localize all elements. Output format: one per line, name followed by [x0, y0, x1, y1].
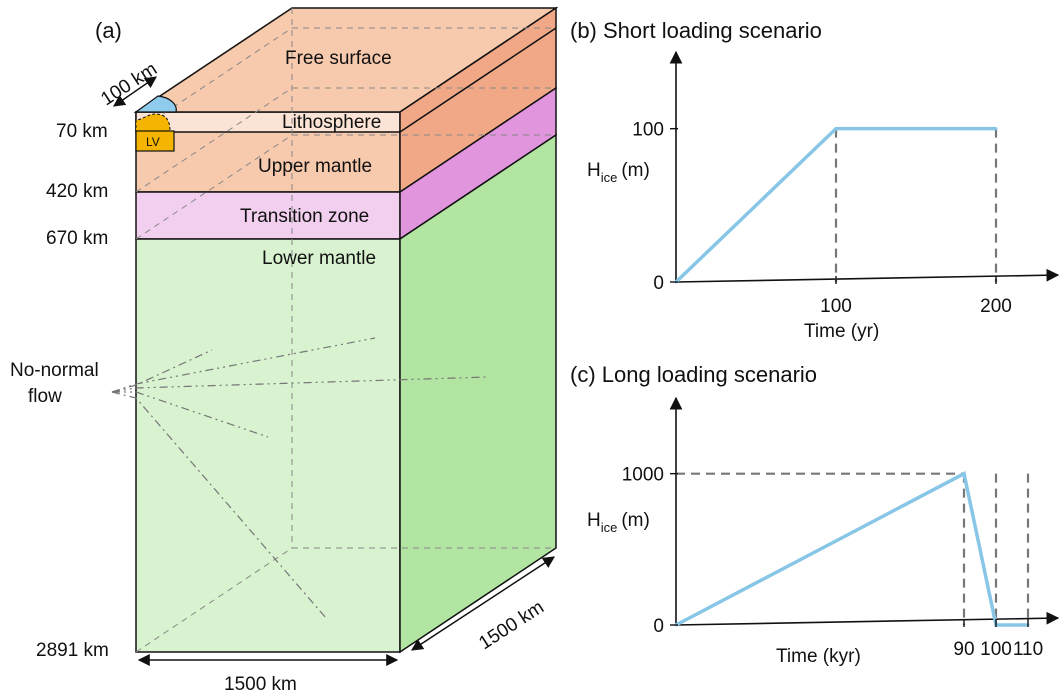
block-diagram: (a) LV Free surfac	[10, 6, 559, 694]
lower-mantle-front	[135, 238, 401, 653]
panel-b-chart: (b) Short loading scenario 100 200 0 100 Hi…	[570, 18, 1060, 342]
free-surface-label: Free surface	[285, 48, 392, 69]
panel-b-x-axis	[675, 268, 1060, 283]
ice-thickness-point	[834, 127, 838, 131]
panel-b-y-label-sub: ice	[601, 170, 618, 185]
transition-zone-label: Transition zone	[240, 206, 369, 227]
ice-thickness-line	[675, 471, 1028, 627]
lv-label: LV	[146, 135, 160, 149]
panel-c-x-label: Time (kyr)	[776, 646, 861, 667]
no-normal-flow-label-line2: flow	[28, 386, 62, 407]
lithosphere-side-line	[399, 27, 557, 133]
panel-c-y-label: Hice (m)	[587, 510, 650, 535]
panel-c-plot-area: 90 100 110 0 1000	[622, 465, 1043, 660]
panel-b-plot-area: 100 200 0 100	[632, 120, 1012, 317]
depth-670-label: 670 km	[46, 228, 108, 249]
x-tick-label: 200	[980, 296, 1012, 317]
panel-c-y-label-main: H	[587, 510, 601, 531]
panel-b-y-label-unit: (m)	[621, 160, 649, 181]
lower-mantle-label: Lower mantle	[262, 248, 376, 269]
panel-b-y-label: Hice (m)	[587, 160, 650, 185]
x-tick-label: 90	[953, 639, 974, 660]
x-tick-label: 110	[1013, 639, 1043, 660]
y-tick-label: 0	[653, 616, 664, 637]
side-width-arrow	[410, 556, 556, 651]
panel-c-y-label-unit: (m)	[621, 510, 649, 531]
boundary-pointer-lines	[111, 337, 488, 619]
x-tick-label: 100	[980, 639, 1012, 660]
x-tick-label: 100	[820, 296, 852, 317]
lv-region-box	[135, 130, 175, 152]
panel-a-label: (a)	[95, 18, 122, 43]
panel-c-chart: (c) Long loading scenario 90 100 11001000 …	[570, 362, 1060, 667]
panel-b-x-label: Time (yr)	[804, 321, 879, 342]
depth-70-label: 70 km	[56, 121, 108, 142]
panel-c-title: (c) Long loading scenario	[570, 362, 817, 387]
y-tick-label: 100	[632, 120, 664, 141]
panel-c-y-label-sub: ice	[601, 520, 618, 535]
hidden-edges	[135, 8, 556, 653]
depth-420-label: 420 km	[46, 181, 108, 202]
lower-mantle-side-face	[399, 133, 557, 654]
ice-thickness-point	[962, 472, 966, 476]
panel-b-y-label-main: H	[587, 160, 601, 181]
depth-2891-label: 2891 km	[36, 640, 109, 661]
y-tick-label: 0	[653, 273, 664, 294]
y-tick-label: 1000	[622, 465, 664, 486]
no-normal-flow-label-line1: No-normal	[10, 360, 99, 381]
panel-b-title: (b) Short loading scenario	[570, 18, 822, 43]
bottom-width-label: 1500 km	[224, 674, 297, 694]
side-width-label: 1500 km	[475, 597, 548, 654]
ice-thickness-point	[994, 127, 998, 131]
lv-region-dome	[135, 113, 171, 132]
upper-mantle-label: Upper mantle	[258, 156, 372, 177]
transition-zone-front	[135, 191, 401, 240]
radius-arrow	[113, 76, 157, 107]
lithosphere-label: Lithosphere	[282, 112, 381, 133]
